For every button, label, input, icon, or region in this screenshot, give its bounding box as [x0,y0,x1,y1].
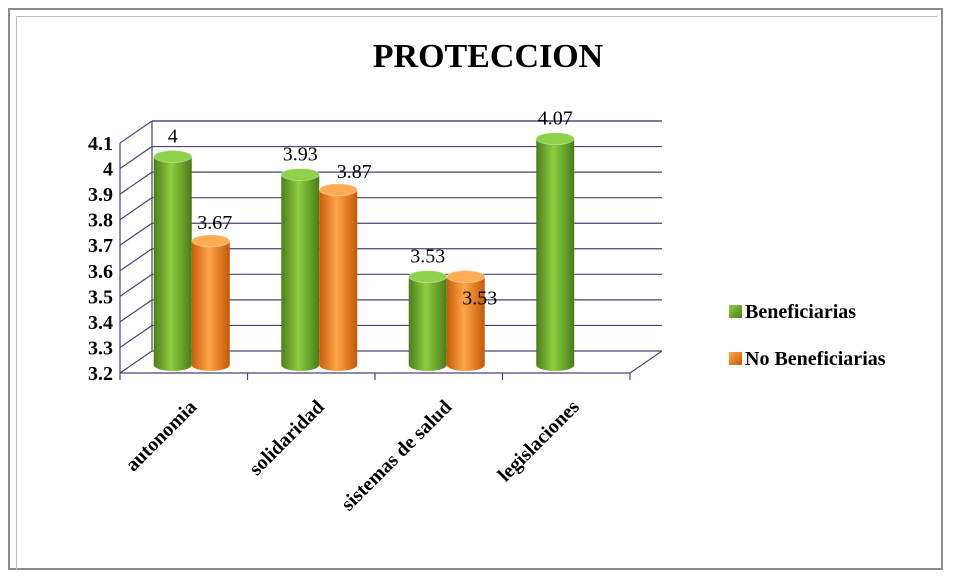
y-tick-label: 3.7 [88,235,113,257]
y-tick-label: 3.6 [88,261,113,283]
bar-top [446,270,486,284]
legend-label-beneficiarias: Beneficiarias [745,301,856,323]
grid [119,120,663,380]
bar-body [408,276,447,371]
category-label-autonomia: autonomia [121,396,201,476]
x-axis: autonomia solidaridad sistemas de salud leg… [121,396,584,515]
legend-item-no-beneficiarias: No Beneficiarias [729,348,886,370]
data-label: 3.67 [197,212,232,234]
bar-no-beneficiarias-autonomia [191,234,231,371]
bar-top [535,132,575,146]
data-label: 3.53 [462,288,497,310]
gridline-side [119,146,153,170]
legend-swatch-no-beneficiarias [729,352,742,365]
gridline-side [119,197,153,221]
bar-beneficiarias-solidaridad [280,167,320,371]
y-tick-label: 3.4 [88,312,113,334]
gridline-side [119,299,153,323]
chart-inner-border [16,16,937,570]
gridline-side [119,350,153,374]
y-tick-label: 4 [103,159,113,181]
legend-label-no-beneficiarias: No Beneficiarias [745,348,886,370]
category-label-sistemas-de-salud: sistemas de salud [337,396,456,515]
bar-top [153,150,193,164]
bar-top [280,167,320,181]
gridline-side [119,248,153,272]
bar-beneficiarias-legislaciones [535,132,575,371]
gridline-side [119,120,153,144]
bar-top [408,270,448,284]
bar-body [281,174,320,371]
bar-beneficiarias-sistemas-de-salud [408,270,448,371]
bar-no-beneficiarias-sistemas-de-salud [446,270,486,371]
legend-item-beneficiarias: Beneficiarias [729,301,856,323]
chart-title: PROTECCION [373,38,604,75]
gridline-side [119,171,153,195]
y-tick-label: 3.3 [88,337,113,359]
y-tick-label: 3.2 [88,363,113,385]
bar-body [536,138,575,371]
bar-body [153,156,192,371]
y-tick-label: 4.1 [88,133,113,155]
bar-beneficiarias-autonomia [153,150,193,371]
data-label: 4 [168,126,178,148]
bar-top [191,234,231,248]
gridline-side [119,273,153,297]
gridline-side [119,222,153,246]
bars [153,132,575,371]
data-label: 3.53 [410,246,445,268]
y-tick-label: 3.5 [88,286,113,308]
bar-body [319,189,358,371]
bar-body [446,276,485,371]
y-axis: 3.2 3.3 3.4 3.5 3.6 3.7 3.8 3.9 4 4.1 [88,133,113,385]
bar-no-beneficiarias-solidaridad [318,183,358,371]
data-label: 3.87 [337,161,372,183]
category-label-solidaridad: solidaridad [245,396,329,480]
legend-swatch-beneficiarias [729,305,742,318]
legend: Beneficiarias No Beneficiarias [729,301,886,370]
data-labels: 4 3.67 3.93 3.87 3.53 3.53 4.07 [168,108,573,310]
y-tick-label: 3.8 [88,210,113,232]
data-label: 3.93 [283,143,318,165]
bar-top [318,183,358,197]
gridline-side [119,324,153,348]
category-label-legislaciones: legislaciones [494,396,584,486]
y-tick-label: 3.9 [88,184,113,206]
bar-body [191,240,230,371]
floor-right-edge [629,350,663,374]
data-label: 4.07 [538,108,573,130]
